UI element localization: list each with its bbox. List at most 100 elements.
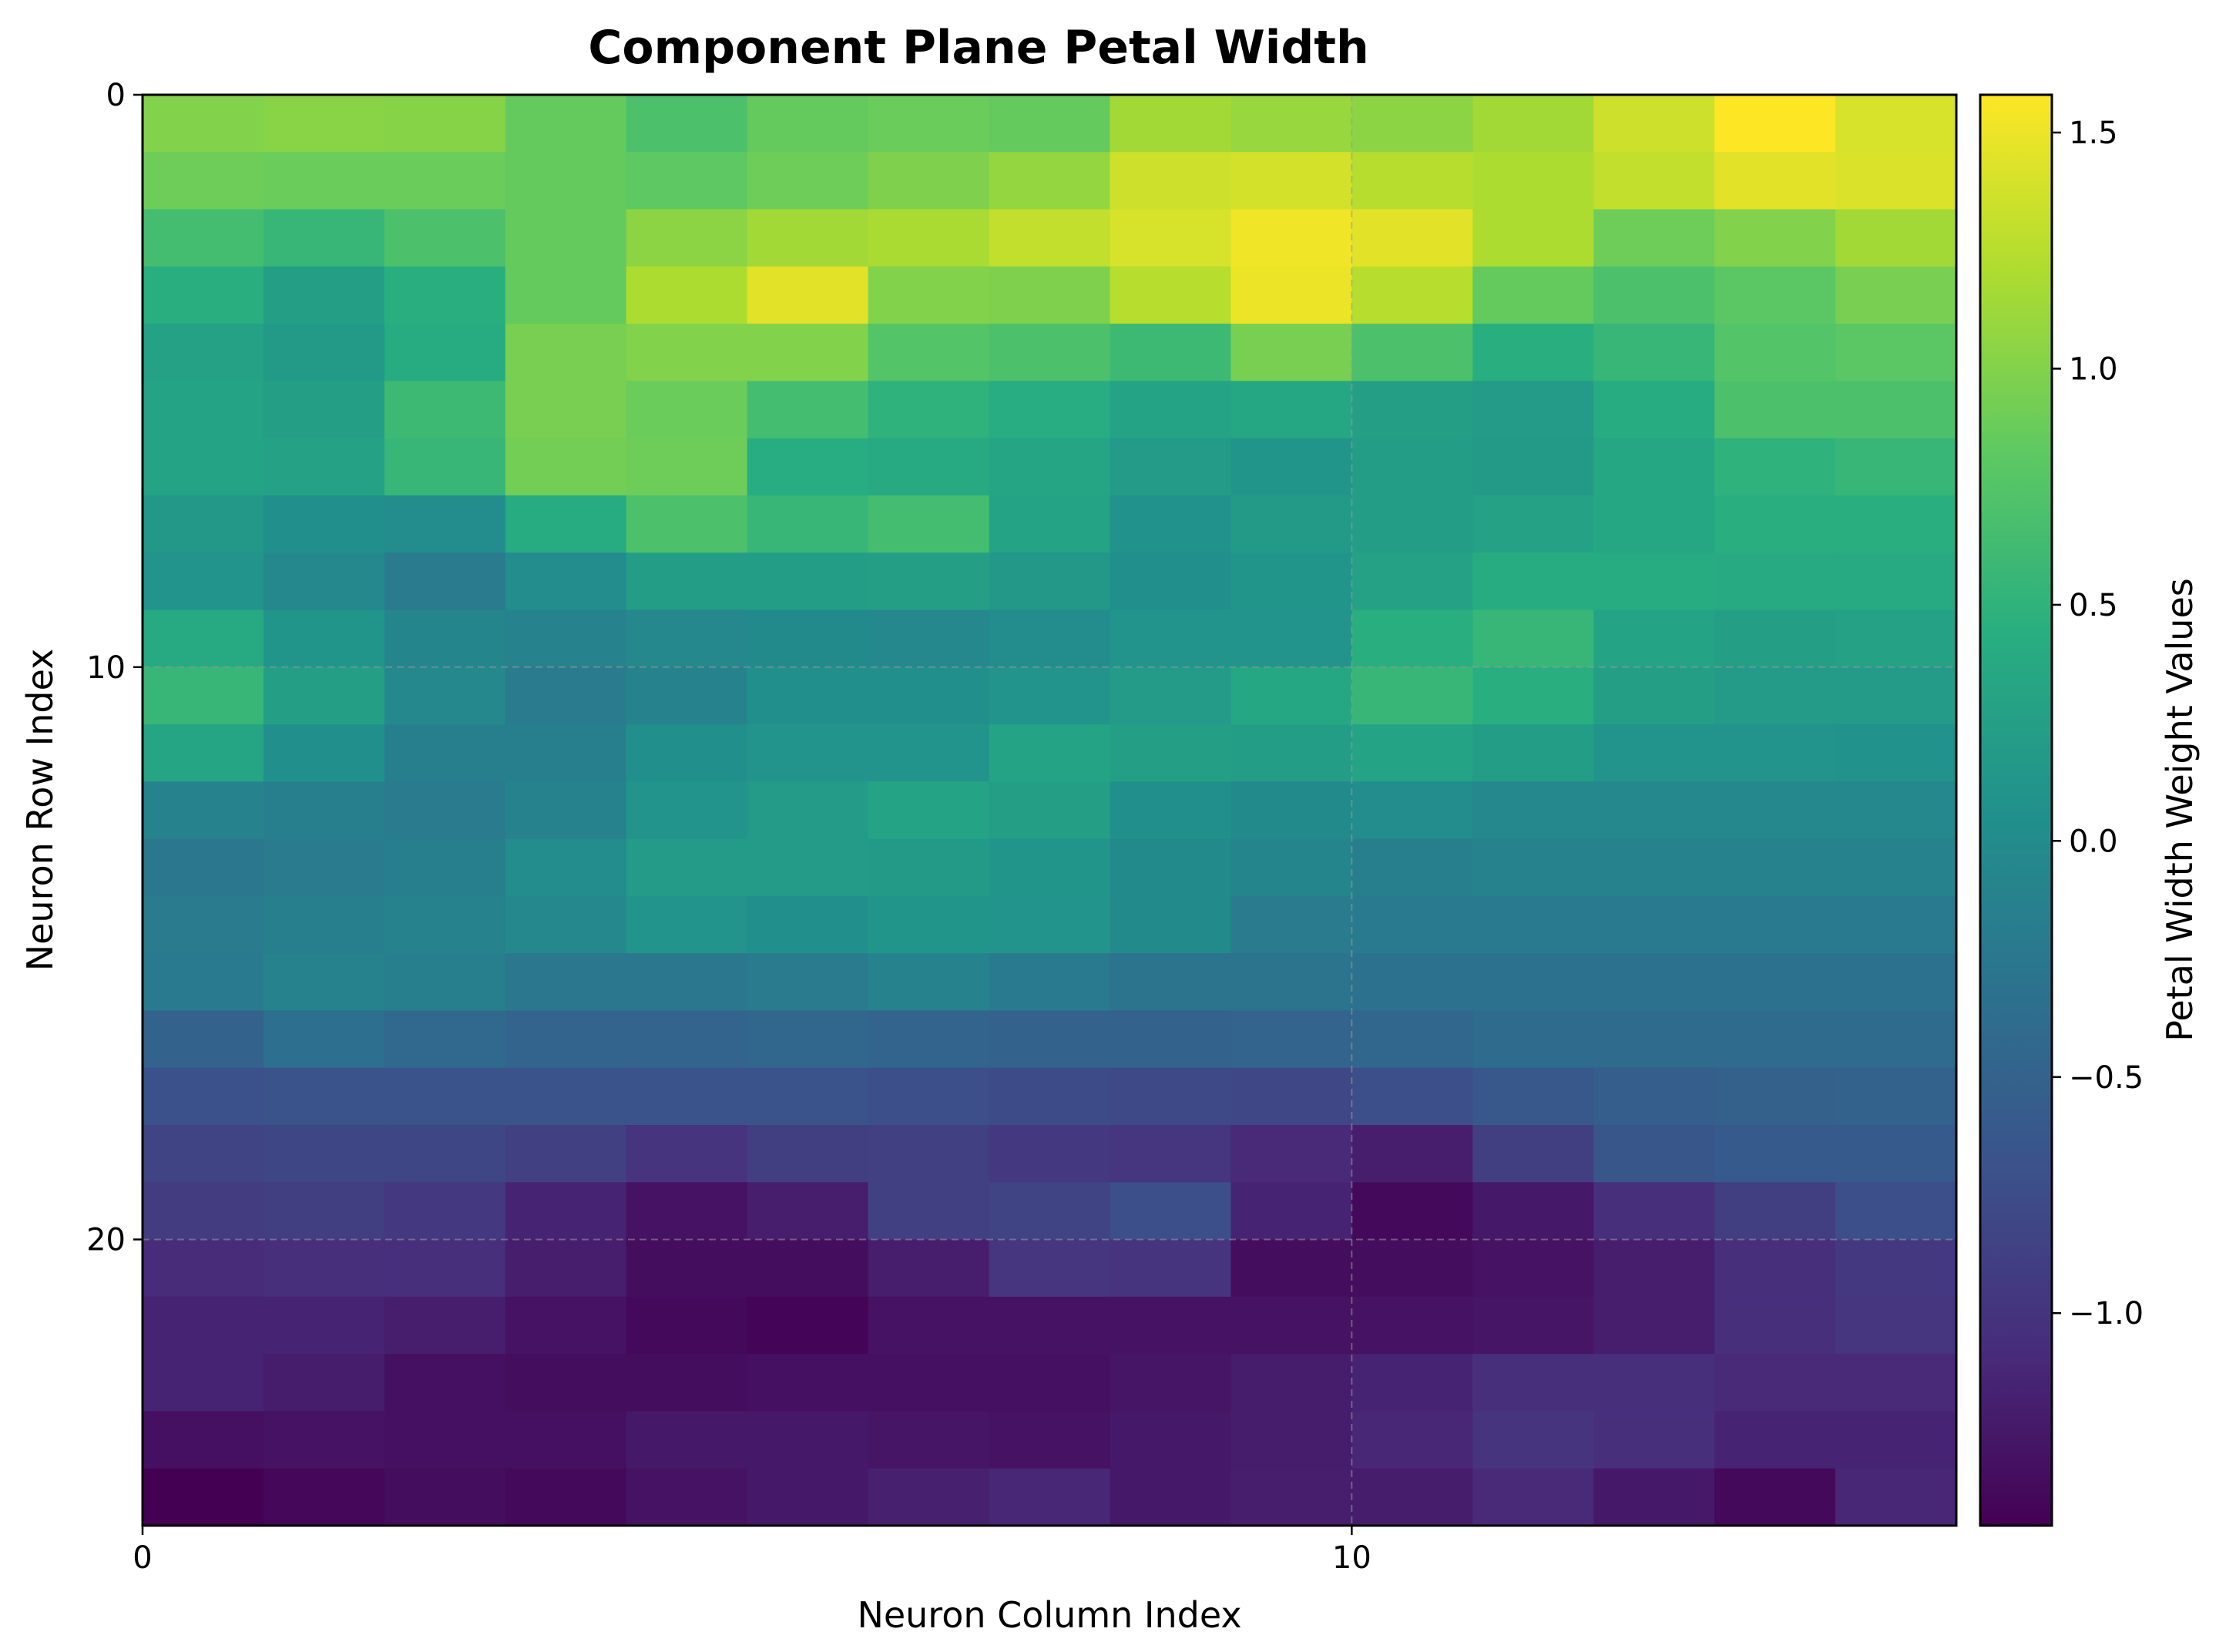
heatmap-cell [1110, 1468, 1231, 1526]
heatmap-cell [384, 266, 506, 324]
heatmap-cell [1351, 781, 1473, 840]
heatmap-cell [868, 724, 990, 782]
heatmap-cell [1835, 152, 1957, 210]
heatmap-cell [505, 495, 627, 553]
heatmap-cell [143, 1010, 264, 1069]
heatmap-cell [626, 953, 748, 1012]
heatmap-cell [868, 1010, 990, 1069]
heatmap-cell [1351, 152, 1473, 210]
heatmap-cell [1110, 724, 1231, 782]
heatmap-cell [1110, 1411, 1231, 1469]
heatmap-cell [1835, 1296, 1957, 1355]
heatmap-cell [505, 609, 627, 668]
heatmap-cell [1593, 1296, 1715, 1355]
heatmap-cell [868, 1125, 990, 1183]
heatmap-cell [1714, 1239, 1836, 1298]
heatmap-cell [989, 495, 1111, 553]
heatmap-cell [1472, 895, 1594, 954]
heatmap-cell [626, 1354, 748, 1412]
heatmap-cell [384, 1239, 506, 1298]
heatmap-cell [1714, 609, 1836, 668]
colorbar-ticks: 1.5 1.0 0.5 0.0 −0.5 −1.0 [2052, 116, 2144, 1331]
heatmap-cell [505, 1354, 627, 1412]
heatmap-cell [384, 667, 506, 725]
heatmap-cell [384, 953, 506, 1012]
heatmap-cell [626, 152, 748, 210]
heatmap-cell [1835, 209, 1957, 267]
heatmap-cell [1110, 667, 1231, 725]
heatmap-cell [626, 324, 748, 381]
heatmap-cell [868, 266, 990, 324]
y-tick-label: 10 [86, 650, 126, 686]
heatmap-cell [1472, 1296, 1594, 1355]
heatmap-cell [505, 1125, 627, 1183]
heatmap-cell [384, 552, 506, 611]
heatmap-cell [1351, 324, 1473, 381]
heatmap-cell [1714, 724, 1836, 782]
heatmap-cell [384, 895, 506, 954]
heatmap-cell [1714, 1182, 1836, 1241]
heatmap-cell [747, 495, 869, 553]
heatmap-cell [1714, 95, 1836, 153]
heatmap-cell [868, 1468, 990, 1526]
heatmap-cell [989, 895, 1111, 954]
heatmap-cell [263, 609, 385, 668]
heatmap-cell [989, 1067, 1111, 1126]
heatmap-cell [1835, 95, 1957, 153]
heatmap-cell [1231, 1354, 1352, 1412]
heatmap-cell [384, 1067, 506, 1126]
heatmap-cell [868, 895, 990, 954]
heatmap-cell [263, 838, 385, 897]
heatmap-cell [1472, 495, 1594, 553]
heatmap-cell [1231, 552, 1352, 611]
heatmap-cell [263, 152, 385, 210]
heatmap-cell [505, 552, 627, 611]
heatmap-cell [1714, 1125, 1836, 1183]
heatmap-cell [505, 724, 627, 782]
heatmap-cell [1110, 953, 1231, 1012]
colorbar-label: Petal Width Weight Values [2159, 578, 2201, 1041]
heatmap-cell [626, 1296, 748, 1355]
heatmap-cell [263, 1067, 385, 1126]
heatmap-cell [1593, 781, 1715, 840]
heatmap-cell [1835, 953, 1957, 1012]
heatmap-cell [1835, 1182, 1957, 1241]
heatmap-cell [989, 1296, 1111, 1355]
heatmap-cell [1231, 953, 1352, 1012]
heatmap-cell [143, 1182, 264, 1241]
heatmap-cell [1231, 324, 1352, 381]
heatmap-cell [263, 1125, 385, 1183]
heatmap-cell [143, 381, 264, 439]
heatmap-cell [505, 152, 627, 210]
y-axis: 0 10 20 [86, 78, 143, 1258]
heatmap-cell [989, 1125, 1111, 1183]
y-tick-label: 20 [86, 1223, 126, 1258]
heatmap-cell [1714, 266, 1836, 324]
heatmap-cell [143, 895, 264, 954]
heatmap-cell [747, 381, 869, 439]
heatmap-cell [868, 495, 990, 553]
heatmap-cell [143, 724, 264, 782]
heatmap-cell [1351, 1468, 1473, 1526]
heatmap-cell [263, 266, 385, 324]
heatmap-cell [384, 1411, 506, 1469]
heatmap-cell [384, 209, 506, 267]
heatmap-cell [143, 438, 264, 496]
heatmap-cell [747, 953, 869, 1012]
heatmap-cell [1351, 838, 1473, 897]
heatmap-cell [747, 1468, 869, 1526]
heatmap-cell [626, 1067, 748, 1126]
heatmap-cell [747, 152, 869, 210]
heatmap-cell [1351, 1239, 1473, 1298]
heatmap-cell [1593, 1411, 1715, 1469]
heatmap-cell [1472, 724, 1594, 782]
heatmap-cell [1472, 95, 1594, 153]
heatmap-cell [143, 324, 264, 381]
heatmap-cell [989, 1182, 1111, 1241]
heatmap-cell [384, 838, 506, 897]
heatmap-cell [868, 1354, 990, 1412]
heatmap-cell [1110, 1182, 1231, 1241]
y-axis-label: Neuron Row Index [19, 649, 61, 972]
heatmap-cell [384, 1125, 506, 1183]
heatmap-cell [1351, 953, 1473, 1012]
